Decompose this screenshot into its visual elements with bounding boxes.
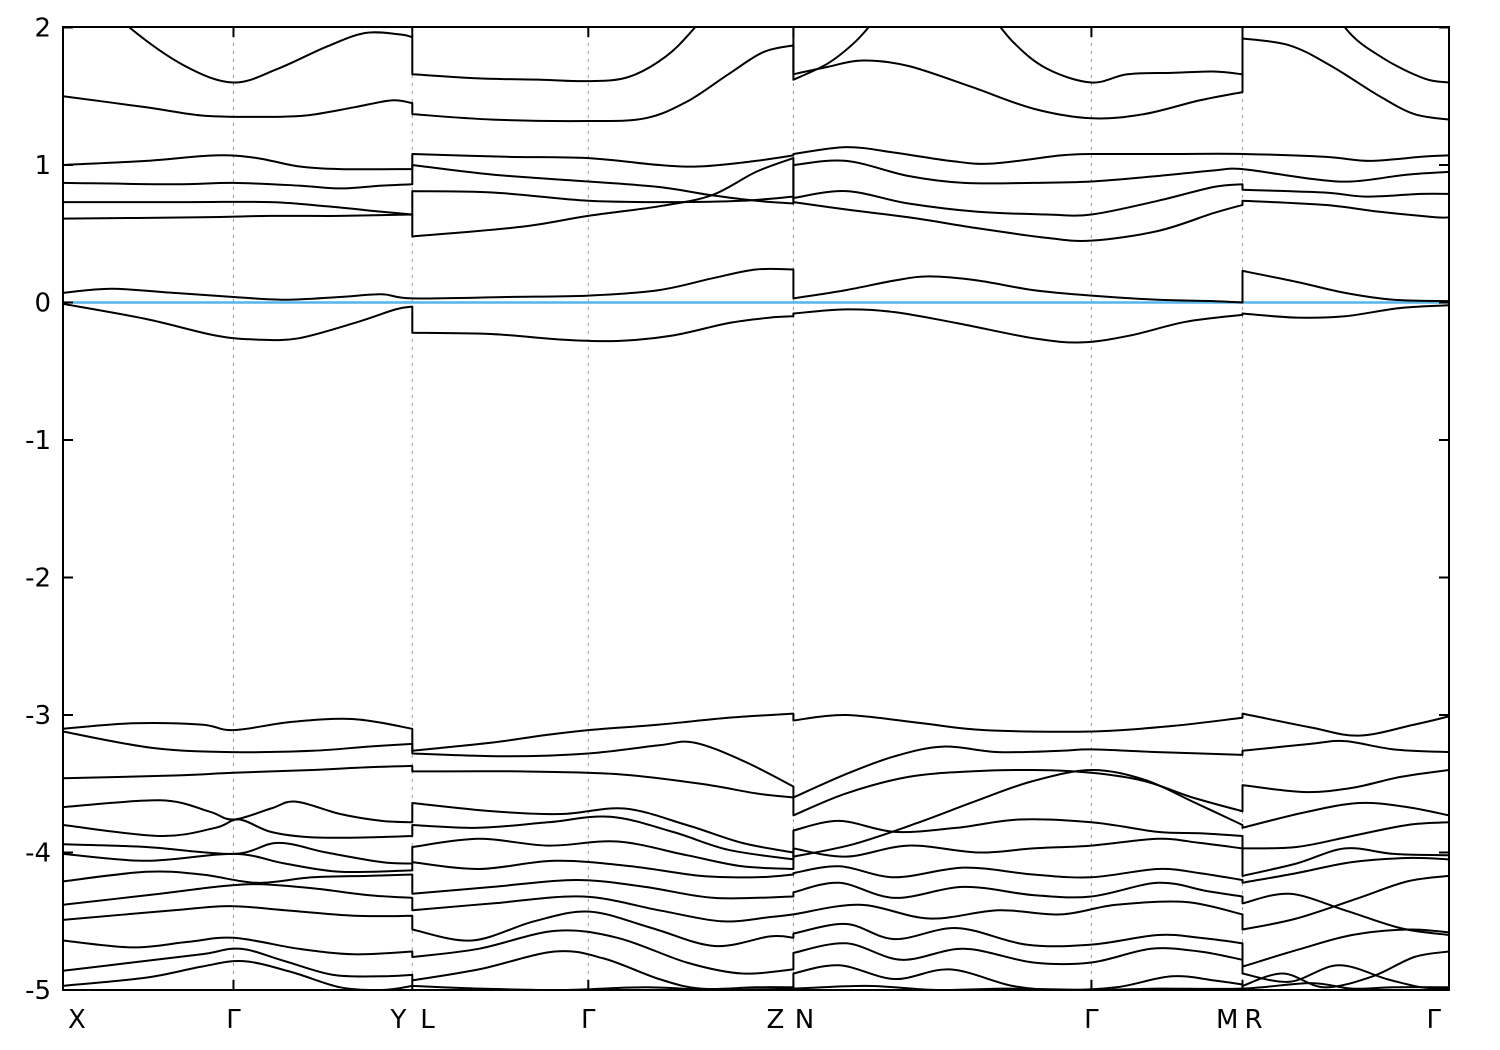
band-line <box>63 159 1449 205</box>
band-line <box>63 37 1449 123</box>
band-line <box>63 929 1449 990</box>
band-line <box>63 712 1449 752</box>
y-tick-label: -4 <box>25 839 51 869</box>
axis-ticks <box>62 26 1450 991</box>
y-tick-labels: 2 1 0 -1 -2 -3 -4 -5 <box>25 14 51 1007</box>
kpoint-label: L <box>420 1005 435 1035</box>
band-line <box>63 146 1449 171</box>
band-line <box>63 815 1449 861</box>
band-line <box>63 764 1449 817</box>
kpoint-label: Γ <box>226 1005 241 1035</box>
kpoint-label: Γ <box>1427 1005 1442 1035</box>
band-line <box>63 947 1449 990</box>
y-tick-label: 2 <box>34 14 51 44</box>
band-line <box>63 730 1449 799</box>
kpoint-label: R <box>1245 1005 1263 1035</box>
kpoint-label: N <box>795 1005 814 1035</box>
kpoint-label: M <box>1216 1005 1238 1035</box>
band-line <box>127 27 1449 84</box>
y-tick-label: -5 <box>25 976 51 1006</box>
band-line <box>63 905 1449 968</box>
band-line <box>63 157 1449 242</box>
band-lines <box>63 27 1449 990</box>
y-tick-label: -3 <box>25 701 51 731</box>
band-line <box>63 870 1449 936</box>
kpoint-label: Y <box>389 1005 406 1035</box>
band-line <box>63 837 1449 877</box>
y-tick-label: 0 <box>34 289 51 319</box>
band-line <box>63 267 1449 304</box>
plot-frame <box>62 26 1450 991</box>
band-line <box>63 302 1449 344</box>
band-line <box>63 768 1449 858</box>
kpoint-label: Z <box>766 1005 784 1035</box>
y-tick-label: -1 <box>25 426 51 456</box>
band-line <box>63 183 1449 217</box>
band-line <box>63 852 1449 884</box>
kpoint-label: Γ <box>581 1005 596 1035</box>
band-line <box>63 959 1449 990</box>
band-line <box>63 874 1449 931</box>
y-tick-label: 1 <box>34 151 51 181</box>
plot-border <box>62 26 1450 991</box>
kpoint-label: X <box>68 1005 86 1035</box>
y-tick-label: -2 <box>25 564 51 594</box>
kpoint-label: Γ <box>1084 1005 1099 1035</box>
